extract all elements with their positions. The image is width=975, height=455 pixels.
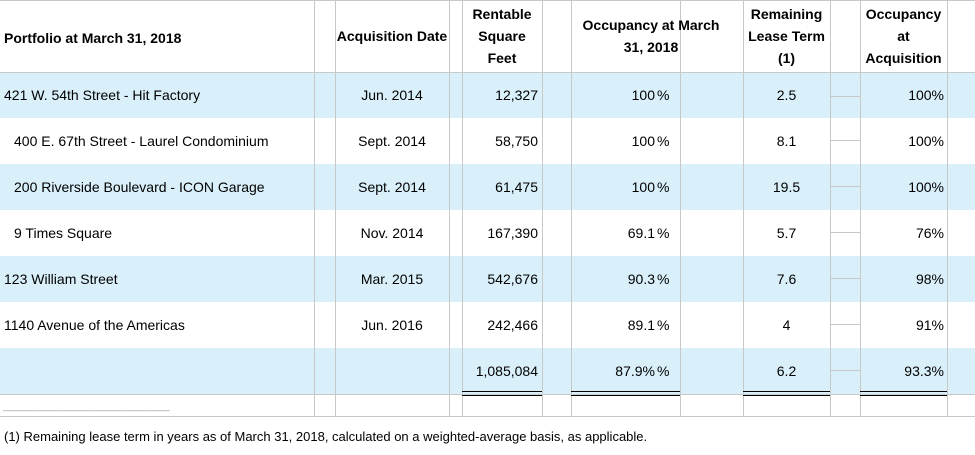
square-feet: 61,475 [495, 179, 538, 195]
acquisition-occupancy: 100% [908, 179, 944, 195]
total-occupancy-unit: % [657, 363, 670, 379]
total-acquisition-occupancy: 93.3% [904, 363, 944, 379]
double-underline [462, 391, 542, 396]
total-occupancy: 87.9% [615, 363, 655, 379]
acquisition-occupancy: 100% [908, 133, 944, 149]
occupancy: 100 [631, 179, 655, 195]
column-header: Rentable Square Feet [472, 6, 532, 66]
occupancy: 100 [631, 133, 655, 149]
lease-term: 8.1 [776, 133, 797, 149]
row-band [0, 164, 975, 210]
occupancy-unit: % [657, 179, 670, 195]
row-band [0, 256, 975, 302]
occupancy-unit: % [657, 317, 670, 333]
lease-term: 2.5 [776, 87, 797, 103]
footnote: (1) Remaining lease term in years as of … [4, 428, 648, 444]
gap-rule [830, 232, 860, 233]
lease-term: 7.6 [776, 271, 797, 287]
acquisition-occupancy: 100% [908, 87, 944, 103]
occupancy: 89.1 [627, 317, 655, 333]
column-rule [449, 0, 450, 416]
acquisition-date: Mar. 2015 [360, 271, 424, 287]
occupancy: 69.1 [627, 225, 655, 241]
occupancy: 100 [631, 87, 655, 103]
row-rule [0, 416, 975, 417]
square-feet: 58,750 [495, 133, 538, 149]
square-feet: 542,676 [487, 271, 538, 287]
column-rule [860, 0, 861, 416]
acquisition-date: Sept. 2014 [358, 179, 426, 195]
double-underline [571, 391, 680, 396]
column-header: Acquisition Date [336, 28, 448, 44]
property-name: 200 Riverside Boulevard - ICON Garage [14, 179, 265, 195]
square-feet: 167,390 [487, 225, 538, 241]
row-rule [0, 394, 975, 395]
square-feet: 242,466 [487, 317, 538, 333]
property-name: 421 W. 54th Street - Hit Factory [4, 87, 201, 103]
column-rule [571, 0, 572, 416]
column-rule [947, 0, 948, 416]
column-rule [542, 0, 543, 416]
row-rule [0, 0, 975, 1]
occupancy-unit: % [657, 271, 670, 287]
property-name: 400 E. 67th Street - Laurel Condominium [14, 133, 269, 149]
column-header: Portfolio at March 31, 2018 [4, 30, 182, 46]
square-feet: 12,327 [495, 87, 538, 103]
gap-rule [830, 186, 860, 187]
column-header: Occupancy at Acquisition [865, 6, 942, 66]
total-lease-term: 6.2 [776, 363, 797, 379]
occupancy-unit: % [657, 133, 670, 149]
lease-term: 5.7 [776, 225, 797, 241]
acquisition-date: Jun. 2016 [361, 317, 423, 333]
lease-term: 4 [782, 317, 791, 333]
acquisition-occupancy: 76% [915, 225, 944, 241]
row-rule [0, 72, 975, 73]
row-band [0, 72, 975, 118]
acquisition-occupancy: 91% [915, 317, 944, 333]
acquisition-date: Jun. 2014 [361, 87, 423, 103]
double-underline [860, 391, 947, 396]
footnote-rule: ______________________________ [3, 400, 170, 412]
occupancy: 90.3 [627, 271, 655, 287]
gap-rule [830, 370, 860, 371]
gap-rule [830, 278, 860, 279]
occupancy-unit: % [657, 87, 670, 103]
property-name: 123 William Street [4, 271, 118, 287]
column-rule [830, 0, 831, 416]
column-rule [743, 0, 744, 416]
property-name: 1140 Avenue of the Americas [4, 317, 185, 333]
column-rule [680, 0, 681, 416]
occupancy-unit: % [657, 225, 670, 241]
acquisition-occupancy: 98% [915, 271, 944, 287]
column-header: Occupancy at March 31, 2018 [582, 17, 720, 55]
column-rule [462, 0, 463, 416]
column-rule [335, 0, 336, 416]
acquisition-date: Sept. 2014 [358, 133, 426, 149]
gap-rule [830, 96, 860, 97]
column-header: Remaining Lease Term (1) [748, 6, 825, 66]
acquisition-date: Nov. 2014 [360, 225, 424, 241]
lease-term: 19.5 [772, 179, 801, 195]
double-underline [743, 391, 830, 396]
gap-rule [830, 140, 860, 141]
total-square-feet: 1,085,084 [475, 363, 538, 379]
row-band [0, 348, 975, 394]
property-name: 9 Times Square [14, 225, 113, 241]
column-rule [314, 0, 315, 416]
gap-rule [830, 324, 860, 325]
